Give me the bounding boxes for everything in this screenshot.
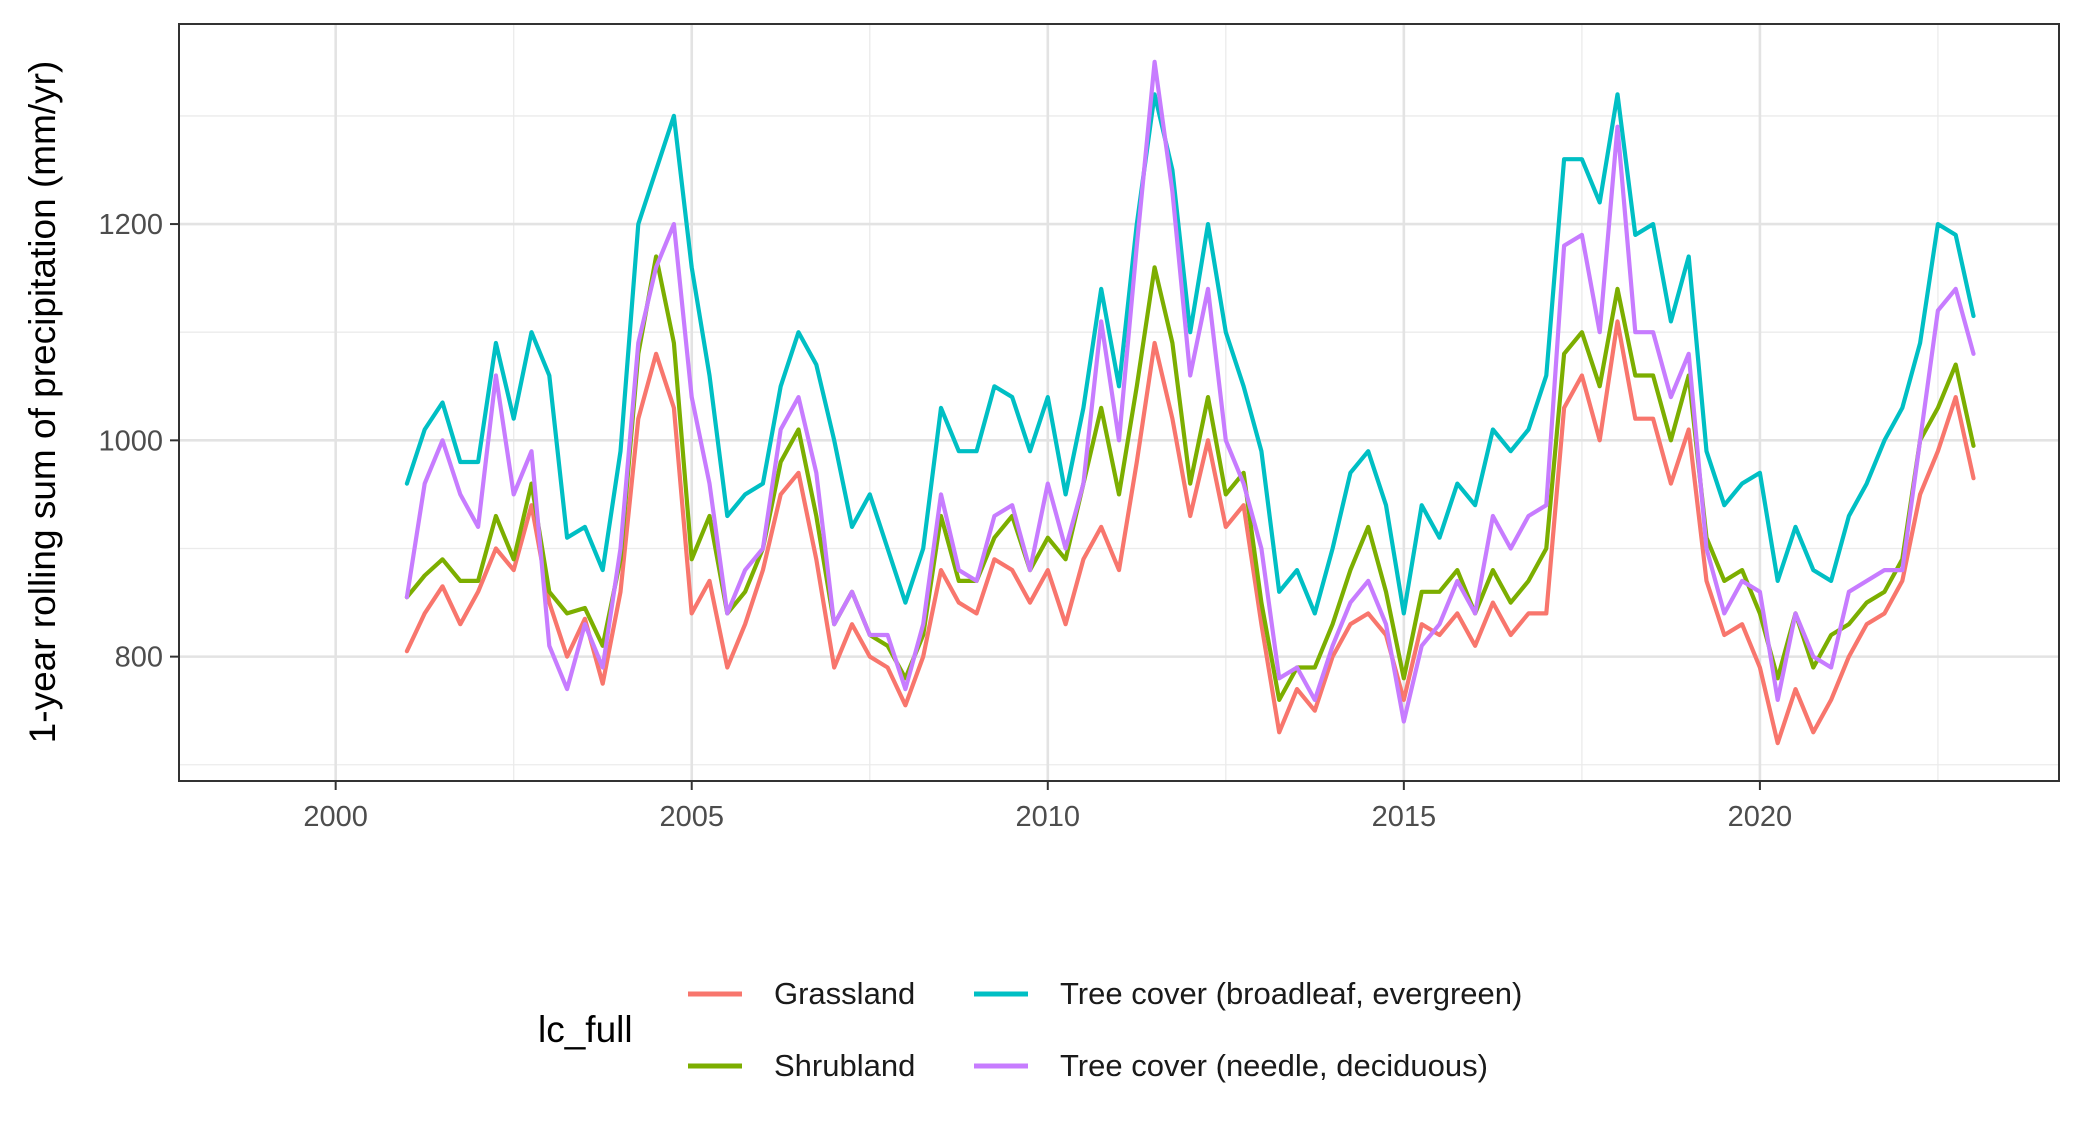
x-tick-label: 2020 [1728,801,1793,833]
panel-border [178,23,2060,782]
legend: Grassland Shrubland Tree cover (broadlea… [688,976,1522,1083]
series-line-grassland [404,319,1976,746]
series-line-shrubland [404,254,1976,703]
legend-label-tree-needle: Tree cover (needle, deciduous) [1060,1048,1488,1083]
x-tick-label: 2005 [659,801,724,833]
x-axis: 2000 2005 2010 2015 2020 [303,781,1792,833]
legend-title: lc_full [538,1009,633,1050]
y-tick-label: 800 [115,642,163,674]
x-tick-label: 2010 [1016,801,1081,833]
y-tick-label: 1000 [98,425,163,457]
legend-label-grassland: Grassland [774,976,915,1011]
grid-major [179,24,2059,781]
series-line-tree-cover-broadleaf-evergreen [404,92,1976,616]
series-line-tree-cover-needle-deciduous [404,59,1976,724]
x-tick-label: 2015 [1372,801,1437,833]
y-axis: 800 1000 1200 [98,209,179,674]
legend-label-shrubland: Shrubland [774,1048,915,1083]
y-tick-label: 1200 [98,209,163,241]
y-axis-label: 1-year rolling sum of precipitation (mm/… [22,61,63,744]
legend-label-tree-broadleaf: Tree cover (broadleaf, evergreen) [1060,976,1522,1011]
series-layer [404,59,1976,746]
x-tick-label: 2000 [303,801,368,833]
